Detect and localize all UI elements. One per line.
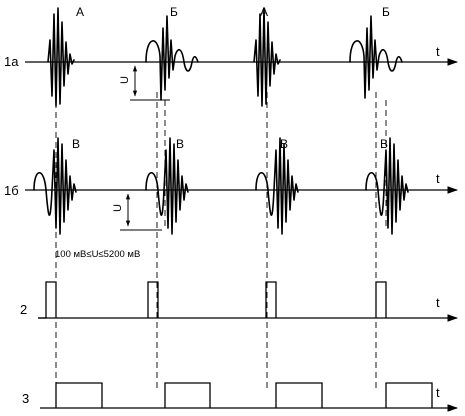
marker-a-1: А	[76, 5, 84, 19]
row-1b-signal	[33, 137, 409, 235]
amplitude-range-label: 100 мВ≤U≤5200 мВ	[55, 249, 140, 260]
marker-b-1: Б	[170, 5, 178, 19]
row-2-pulses	[38, 281, 387, 319]
row-1a-signal	[47, 7, 403, 107]
marker-b-2: Б	[382, 5, 390, 19]
row-1b-label: 1б	[4, 183, 19, 198]
marker-v-4: В	[380, 137, 388, 151]
axis-label-t-row-1b: t	[436, 171, 440, 186]
marker-v-1: В	[72, 137, 80, 151]
burst-b-1	[145, 15, 199, 101]
row-2-label: 2	[20, 302, 27, 317]
burst-v-1	[33, 137, 77, 235]
marker-v-2: В	[176, 137, 184, 151]
amplitude-annotation-row-1b	[120, 189, 162, 231]
burst-v-3	[255, 137, 299, 235]
axis-label-t-row-3: t	[436, 385, 440, 400]
pulse-3-2	[164, 382, 211, 408]
pulse-2-2	[147, 281, 159, 318]
amplitude-label-row-1b: U	[112, 204, 124, 212]
pulse-2-1	[38, 281, 57, 319]
pulse-2-4	[375, 281, 387, 318]
pulse-3-1	[55, 382, 103, 408]
row-3-pulses	[55, 382, 433, 408]
pulse-2-3	[265, 281, 277, 318]
row-1a-label: 1а	[4, 54, 19, 69]
burst-a-2	[253, 7, 281, 107]
dashed-guides	[55, 92, 387, 392]
marker-a-2: А	[260, 5, 268, 19]
burst-a-1	[47, 7, 75, 107]
axis-label-t-row-2: t	[436, 295, 440, 310]
amplitude-annotation-row-1a	[130, 61, 170, 101]
axis-label-t-row-1a: t	[436, 44, 440, 59]
burst-b-2	[349, 15, 403, 99]
marker-v-3: В	[280, 137, 288, 151]
pulse-3-4	[385, 382, 433, 408]
pulse-3-3	[275, 382, 323, 408]
burst-v-4	[365, 137, 409, 235]
amplitude-label-row-1a: U	[119, 76, 131, 84]
row-3-label: 3	[22, 391, 29, 406]
burst-v-2	[145, 137, 189, 235]
